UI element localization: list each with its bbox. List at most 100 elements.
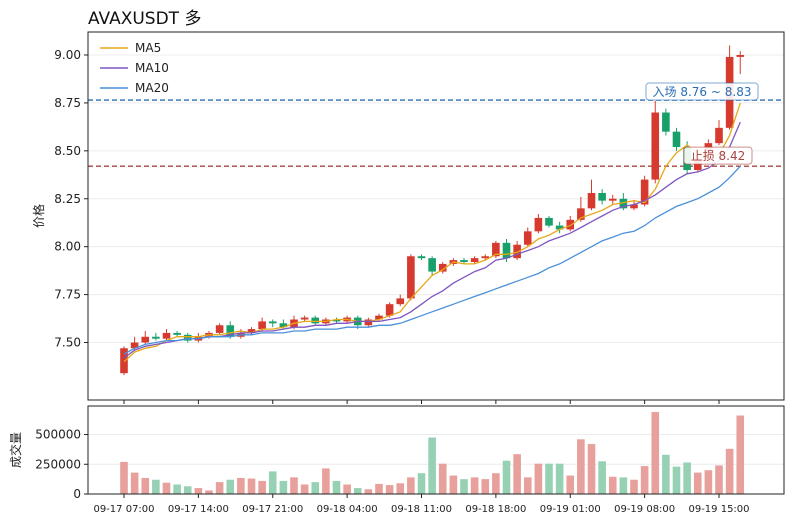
candle-body (183, 334, 192, 341)
candle-body (523, 231, 532, 245)
volume-bar (662, 454, 670, 494)
price-ytick-label: 8.00 (54, 240, 81, 254)
ma5-line (123, 102, 741, 363)
volume-bar (672, 466, 681, 494)
volume-bar (247, 478, 256, 494)
candle-body (173, 332, 181, 335)
volume-bar (130, 472, 139, 494)
candle-body (608, 198, 617, 201)
volume-bar (715, 465, 723, 494)
volume-bar (120, 461, 128, 494)
volume-bar (353, 488, 362, 494)
candle-body (662, 112, 670, 132)
volume-bar (258, 480, 266, 494)
candle-body (152, 336, 160, 339)
ma10-line (123, 121, 741, 359)
volume-bar (598, 461, 606, 494)
volume-bar (375, 483, 383, 494)
candle-body (715, 127, 723, 144)
volume-bar (438, 463, 447, 494)
xtick-label: 09-19 01:00 (540, 504, 601, 515)
entry-label-box (645, 82, 759, 101)
ma20-line (123, 165, 741, 355)
candle-body (470, 258, 479, 262)
volume-bar (534, 463, 543, 494)
volume-bar (449, 475, 458, 494)
candle-body (332, 319, 341, 322)
candle-body (407, 256, 415, 299)
price-panel: 7.50 7.75 8.00 8.25 8.50 8.75 9.00 入场 8.76 ~ 8… (31, 31, 785, 401)
volume-bar (364, 489, 373, 494)
xtick-label: 09-17 14:00 (168, 504, 229, 515)
stop-loss-label: 止损 8.42 (691, 149, 746, 163)
price-panel-frame (87, 31, 785, 401)
candle-body (215, 325, 224, 333)
volume-layer (120, 411, 745, 494)
price-ytick-label: 8.75 (54, 96, 81, 110)
volume-bar (555, 463, 564, 494)
volume-bar (194, 488, 203, 494)
volume-bar (407, 477, 415, 494)
candle-body (513, 244, 521, 259)
volume-bar (545, 463, 553, 494)
xtick-label: 09-19 08:00 (614, 504, 675, 515)
volume-bar (704, 470, 713, 494)
xtick-label: 09-18 04:00 (317, 504, 378, 515)
volume-bar (215, 482, 224, 494)
candle-body (619, 198, 628, 209)
volume-bar (162, 482, 171, 494)
xaxis: 09-17 07:00 09-17 14:00 09-17 21:00 09-18 0… (93, 400, 750, 515)
volume-bar (693, 472, 702, 494)
volume-bar (428, 437, 436, 494)
candle-body (417, 256, 426, 259)
volume-bar (322, 468, 330, 494)
candle-body (375, 315, 383, 320)
price-grid (88, 54, 784, 343)
candle-body (577, 208, 585, 220)
legend-label-ma5: MA5 (135, 41, 161, 55)
price-yaxis: 7.50 7.75 8.00 8.25 8.50 8.75 9.00 (54, 48, 88, 350)
candle-body (130, 342, 139, 349)
candle-body (460, 260, 468, 262)
chart-title: AVAXUSDT 多 (88, 9, 201, 29)
xtick-label: 09-17 07:00 (93, 504, 154, 515)
volume-bar (502, 460, 511, 494)
price-ylabel: 价格 (31, 204, 46, 228)
xtick-label: 09-19 15:00 (688, 504, 749, 515)
candle-body (555, 225, 564, 230)
volume-bar (492, 473, 500, 494)
stop-loss-label-box (683, 146, 753, 165)
candle-body (385, 304, 394, 316)
volume-bar (630, 479, 638, 494)
price-ytick-label: 8.50 (54, 144, 81, 158)
candle-body (364, 319, 373, 326)
xtick-label: 09-18 18:00 (465, 504, 526, 515)
volume-panel-frame (87, 405, 785, 495)
price-ytick-label: 7.75 (54, 288, 81, 302)
volume-panel: 0 250000 500000 成交量 (8, 405, 785, 501)
candle-body (247, 329, 256, 333)
candle-layer (120, 45, 745, 376)
volume-bar (725, 448, 734, 494)
price-ytick-label: 8.25 (54, 192, 81, 206)
price-ytick-label: 7.50 (54, 336, 81, 350)
candle-body (534, 217, 543, 232)
volume-bar (513, 454, 521, 494)
candle-body (300, 317, 309, 320)
candle-body (120, 348, 128, 374)
candle-body (162, 332, 171, 339)
volume-bar (470, 477, 479, 494)
legend-label-ma20: MA20 (135, 81, 169, 95)
volume-ylabel: 成交量 (8, 432, 23, 468)
volume-ytick-label: 250000 (35, 457, 81, 471)
volume-bar (290, 477, 298, 494)
candle-body (279, 323, 288, 328)
candle-body (492, 242, 500, 257)
volume-bar (226, 479, 235, 494)
candle-body (566, 219, 575, 230)
volume-bar (300, 484, 309, 494)
volume-bar (205, 490, 213, 494)
candle-body (651, 112, 660, 180)
